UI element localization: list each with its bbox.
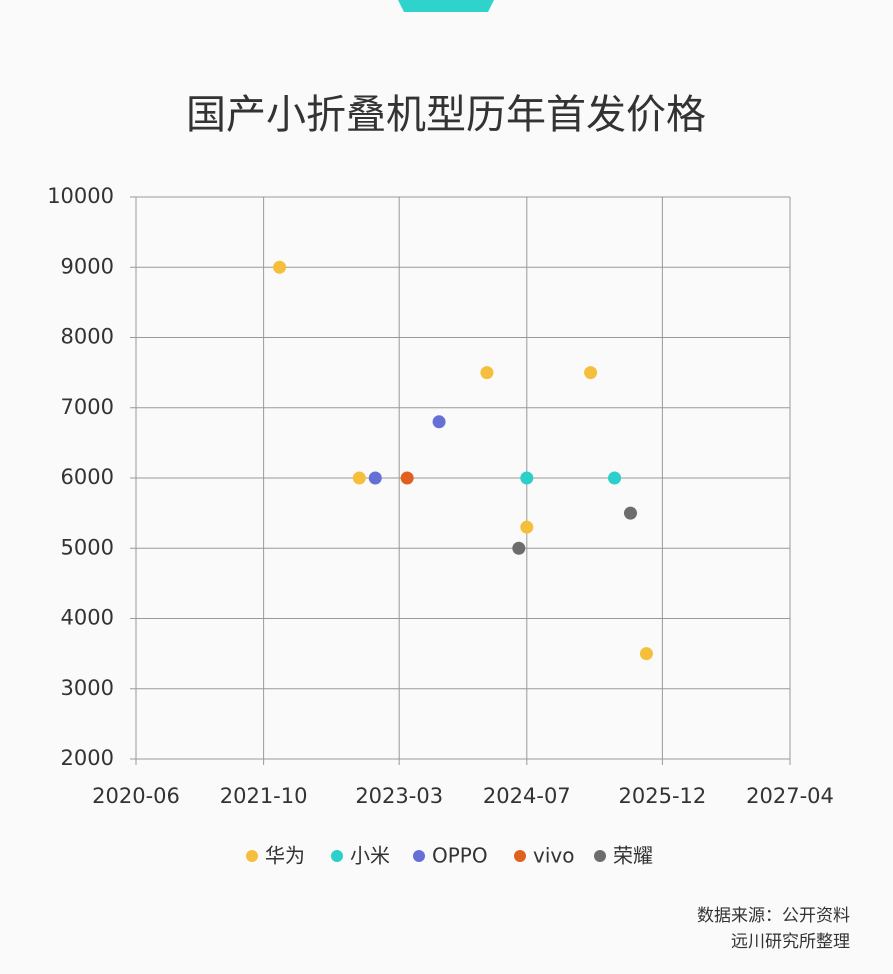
scatter-point [584, 366, 598, 380]
scatter-point [512, 541, 526, 555]
legend-label: OPPO [432, 844, 488, 868]
scatter-point [639, 647, 653, 661]
y-tick-label: 8000 [61, 325, 114, 349]
top-tab [398, 0, 494, 12]
legend-marker [331, 850, 343, 862]
y-tick-label: 9000 [61, 254, 114, 278]
scatter-point [623, 506, 637, 520]
x-tick-label: 2024-07 [483, 784, 571, 808]
legend-label: 华为 [265, 844, 305, 868]
x-tick-label: 2021-10 [220, 784, 308, 808]
legend-label: 小米 [350, 844, 390, 868]
x-tick-label: 2027-04 [746, 784, 834, 808]
y-tick-label: 6000 [61, 465, 114, 489]
y-tick-label: 2000 [61, 746, 114, 770]
y-tick-label: 7000 [61, 395, 114, 419]
legend-marker [514, 850, 526, 862]
scatter-point [273, 260, 287, 274]
scatter-point [352, 471, 366, 485]
scatter-point [520, 471, 534, 485]
source-note: 远川研究所整理 [731, 932, 850, 952]
chart-title: 国产小折叠机型历年首发价格 [186, 92, 706, 138]
y-tick-label: 5000 [61, 535, 114, 559]
legend-label: vivo [533, 844, 574, 868]
y-tick-label: 3000 [61, 676, 114, 700]
legend-marker [246, 850, 258, 862]
scatter-point [400, 471, 414, 485]
y-tick-label: 10000 [47, 184, 114, 208]
x-tick-label: 2020-06 [92, 784, 180, 808]
legend-marker [413, 850, 425, 862]
scatter-point [608, 471, 622, 485]
x-tick-label: 2025-12 [619, 784, 707, 808]
legend-label: 荣耀 [613, 844, 653, 868]
scatter-point [368, 471, 382, 485]
scatter-point [480, 366, 494, 380]
x-tick-label: 2023-03 [355, 784, 443, 808]
source-note: 数据来源：公开资料 [697, 906, 850, 926]
scatter-point [432, 415, 446, 429]
legend-marker [594, 850, 606, 862]
scatter-point [520, 520, 534, 534]
y-tick-label: 4000 [61, 606, 114, 630]
